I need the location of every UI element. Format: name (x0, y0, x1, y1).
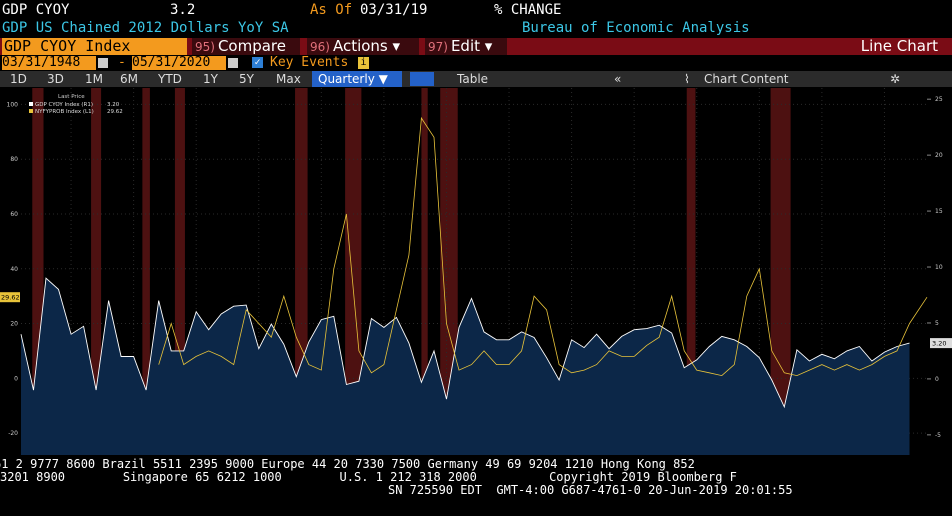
period-button[interactable]: Max (276, 72, 301, 86)
footer-line: 61 2 9777 8600 Brazil 5511 2395 9000 Eur… (0, 457, 695, 471)
toolbar-button[interactable]: 95) Compare (192, 38, 300, 55)
y2-tick-label: 5 (935, 320, 939, 327)
last-value-tag (930, 338, 952, 349)
chart-content[interactable]: Chart Content (704, 72, 789, 86)
recession-band (174, 88, 185, 455)
info-icon[interactable]: i (358, 57, 369, 69)
y-tick-label: 0 (14, 375, 18, 382)
recession-band (32, 88, 44, 455)
period-button[interactable]: 1M (85, 72, 103, 86)
y-tick-label: 100 (7, 101, 19, 108)
footer-line: 3201 8900 Singapore 65 6212 1000 U.S. 1 … (0, 470, 737, 484)
security[interactable]: GDP CYOY Index (2, 38, 187, 55)
y2-tick-label: -5 (935, 432, 941, 439)
recession-band (91, 88, 102, 455)
recession-band (421, 88, 428, 455)
button-label: Edit ▾ (450, 37, 493, 55)
legend-value: 3.20 (107, 102, 120, 108)
calendar-icon[interactable] (228, 58, 238, 68)
legend-value: 29.62 (107, 109, 123, 115)
start-date[interactable]: 03/31/1948 (2, 56, 96, 70)
recession-band (770, 88, 791, 455)
period-button[interactable]: 5Y (239, 72, 254, 86)
last-value-tag (0, 292, 20, 303)
period-button[interactable]: 1Y (203, 72, 218, 86)
recession-band (686, 88, 696, 455)
legend-swatch (29, 102, 33, 106)
last-value: 3.20 (932, 340, 946, 348)
period-button[interactable]: 6M (120, 72, 138, 86)
y-tick-label: 60 (10, 211, 18, 218)
line (20, 277, 910, 409)
ticker: GDP CYOY (2, 2, 70, 18)
button-number: 97) (428, 40, 448, 54)
footer: 61 2 9777 8600 Brazil 5511 2395 9000 Eur… (0, 458, 793, 497)
calendar-icon[interactable] (98, 58, 108, 68)
value: 3.2 (170, 2, 196, 18)
chart-icon[interactable] (410, 72, 434, 86)
unit: % CHANGE (494, 2, 562, 18)
button-label: Compare (217, 37, 286, 55)
toolbar-button[interactable]: 97) Edit ▾ (425, 38, 507, 55)
period-button[interactable]: YTD (158, 72, 182, 86)
y-tick-label: 20 (10, 321, 18, 328)
y2-tick-label: 15 (935, 208, 943, 215)
line (158, 116, 928, 377)
view[interactable]: Line Chart (860, 37, 938, 55)
period-button[interactable]: 3D (47, 72, 64, 86)
button-label: Actions ▾ (332, 37, 401, 55)
as-of-label: As Of (310, 2, 353, 18)
chart: -20020406080100-505101520251950-19541955… (0, 88, 952, 455)
recession-band (142, 88, 150, 455)
as-of: 03/31/19 (360, 2, 428, 18)
last-value: 29.62 (1, 294, 20, 302)
table[interactable]: Table (457, 72, 489, 86)
legend-label: NYFYPROB Index (L1) (35, 109, 94, 115)
legend-swatch (29, 109, 33, 113)
period-button[interactable]: 1D (10, 72, 27, 86)
source: Bureau of Economic Analysis (522, 20, 750, 36)
y2-tick-label: 20 (935, 152, 943, 159)
recession-band (345, 88, 362, 455)
y-tick-label: 40 (10, 266, 18, 273)
settings-icon[interactable]: ✲ (890, 72, 901, 86)
toolbar: GDP CYOY Index 95) Compare 96) Actions ▾ 97)… (0, 38, 952, 55)
dash: - (118, 55, 126, 70)
description: GDP US Chained 2012 Dollars YoY SA (2, 20, 289, 36)
end-date[interactable]: 05/31/2020 (132, 56, 226, 70)
chart-icon: ⌇ (684, 72, 690, 86)
frequency-box (312, 71, 402, 87)
y2-tick-label: 0 (935, 376, 939, 383)
checkbox[interactable]: ✓ (252, 57, 263, 68)
button-number: 95) (195, 40, 215, 54)
y-tick-label: -20 (8, 430, 18, 437)
range: 03/31/1948 - 05/31/2020 ✓ Key Events i (0, 56, 952, 70)
toolbar-button[interactable]: 96) Actions ▾ (307, 38, 419, 55)
y-tick-label: 80 (10, 156, 18, 163)
period-bar: Quarterly ▼ Table « ⌇ Chart Content ✲ 1D… (0, 71, 952, 87)
footer-line: SN 725590 EDT GMT-4:00 G687-4761-0 20-Ju… (388, 483, 793, 497)
frequency[interactable]: Quarterly ▼ (318, 72, 388, 86)
y2-tick-label: 25 (935, 96, 943, 103)
y2-tick-label: 10 (935, 264, 943, 271)
legend-title: Last Price (58, 94, 85, 100)
key-events[interactable]: Key Events (270, 55, 349, 70)
collapse-icon[interactable]: « (614, 72, 622, 86)
legend-label: GDP CYOY Index (R1) (35, 102, 93, 108)
button-number: 96) (310, 40, 330, 54)
